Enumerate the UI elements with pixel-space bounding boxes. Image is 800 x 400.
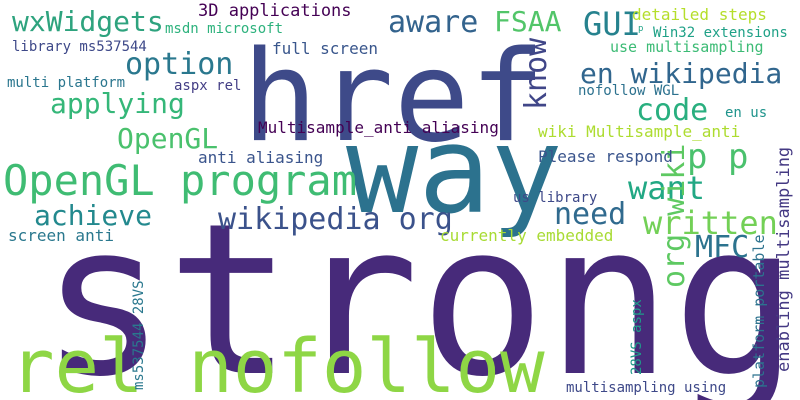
word-wiki-multisample-anti: wiki Multisample_anti — [538, 122, 741, 141]
word-3d-applications: 3D applications — [198, 1, 352, 21]
word-opengl: OpenGL — [117, 122, 219, 155]
word-aspx-rel: aspx rel — [174, 78, 242, 94]
word-strong: strong — [40, 178, 799, 400]
word-28vs-aspx: 28VS aspx — [629, 299, 645, 375]
word-want: want — [628, 169, 706, 207]
word-en-wikipedia: en wikipedia — [580, 57, 783, 90]
word-ms537544-28vs: ms537544 28VS — [131, 280, 147, 390]
word-fsaa: FSAA — [494, 5, 562, 38]
word-msdn-microsoft: msdn microsoft — [165, 21, 284, 37]
word-nofollow-wgl: nofollow WGL — [578, 83, 680, 99]
word-gui: GUI — [583, 5, 641, 43]
word-library-ms537544: library ms537544 — [12, 39, 147, 55]
word-please-respond: Please respond — [538, 147, 673, 166]
word-aware: aware — [388, 5, 479, 40]
word-code: code — [636, 93, 709, 128]
word-detailed-steps: detailed steps — [632, 5, 767, 24]
word-enabling-multisampling: enabling multisampling — [774, 146, 794, 372]
word-applying: applying — [50, 87, 185, 120]
word-currently-embedded: currently embedded — [440, 226, 614, 245]
word-know: know — [519, 37, 554, 110]
word-us-library: us library — [513, 190, 598, 206]
word-p-small: p — [638, 24, 644, 34]
word-multi-platform: multi platform — [7, 75, 126, 91]
word-use-multisampling: use multisampling — [610, 38, 764, 56]
word-option: option — [125, 47, 234, 82]
word-opengl-program: OpenGL program — [3, 156, 358, 205]
word-full-screen: full screen — [272, 39, 378, 58]
word-platform-portable: platform portable — [750, 234, 768, 388]
word-mfc: MFC — [695, 230, 750, 265]
word-anti-aliasing: anti aliasing — [198, 148, 324, 167]
word-way: way — [346, 102, 563, 241]
word-multisampling-using: multisampling using — [566, 380, 727, 396]
word-p-p: p p — [687, 137, 749, 177]
word-written: written — [643, 204, 778, 242]
word-multisample-anti-aliasing: Multisample_anti aliasing — [258, 118, 499, 137]
word-wikipedia-org: wikipedia org — [218, 202, 453, 237]
word-need: need — [554, 197, 627, 232]
word-en-us: en us — [725, 105, 768, 121]
word-screen-anti: screen anti — [8, 226, 114, 245]
word-wxwidgets: wxWidgets — [12, 5, 164, 38]
word-win32-extensions: Win32 extensions — [653, 25, 788, 41]
word-href: href — [242, 23, 546, 170]
word-achieve: achieve — [34, 199, 153, 232]
word-rel-nofollow: rel nofollow — [10, 324, 545, 400]
